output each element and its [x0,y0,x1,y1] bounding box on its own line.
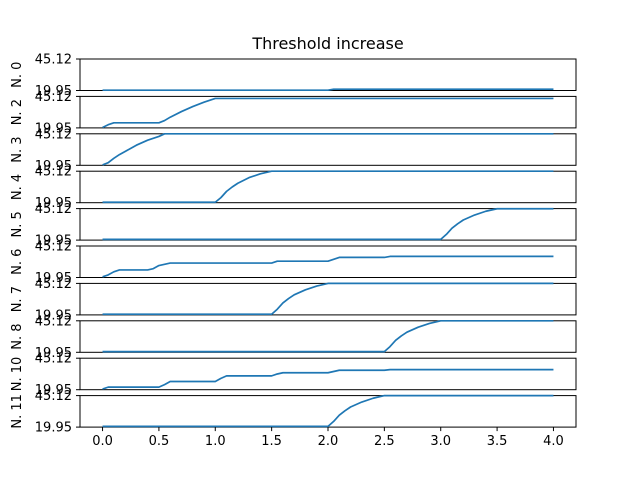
y-tick-label: 45.12 [35,127,72,142]
series-line [102,207,554,241]
x-tick-label: 1.5 [261,434,282,449]
series-line [102,170,554,204]
series-line [102,394,554,428]
chart-title: Threshold increase [251,34,403,53]
x-axis: 0.0 0.5 1.0 1.5 2.0 2.5 3.0 3.5 4.0 [92,427,564,449]
y-tick-label: 45.12 [35,314,72,329]
panel-frame [79,320,577,353]
panel-frame [79,208,577,241]
panel-frame [79,282,577,316]
x-tick-label: 3.0 [430,434,451,449]
panel-frame [79,133,577,166]
panel-4: 19.95 45.12 N. 5 [10,202,577,249]
x-tick-label: 4.0 [543,434,564,449]
series-line [102,88,554,92]
y-tick-label: 19.95 [35,308,72,323]
y-tick-label: 19.95 [35,383,72,398]
y-tick-label: 45.12 [35,352,72,367]
series-label: N. 4 [10,174,25,200]
y-tick-label: 19.95 [35,346,72,361]
y-tick-label: 45.12 [35,90,72,105]
x-tick-label: 3.5 [487,434,508,449]
panel-8: 19.95 45.12 N. 10 [10,352,577,398]
panel-frame [79,58,577,91]
x-tick-label: 0.0 [92,434,113,449]
y-tick-label: 19.95 [35,234,72,249]
y-tick-label: 19.95 [35,196,72,211]
series-label: N. 8 [10,323,25,349]
series-label: N. 2 [10,99,25,125]
panel-6: 19.95 45.12 N. 7 [10,277,577,323]
series-line [102,319,554,353]
series-line [102,132,554,166]
series-line [102,368,554,390]
panel-2: 19.95 45.12 N. 3 [10,127,577,174]
y-tick-label: 45.12 [35,202,72,217]
panel-9: 19.95 45.12 N. 11 [10,389,577,436]
x-tick-label: 1.0 [205,434,226,449]
series-label: N. 6 [10,249,25,275]
series-line [102,282,554,316]
panel-frame [79,395,577,428]
series-label: N. 3 [10,136,25,162]
panel-frame [79,170,577,204]
x-tick-label: 0.5 [149,434,170,449]
panel-7: 19.95 45.12 N. 8 [10,314,577,361]
panel-3: 19.95 45.12 N. 4 [10,165,577,211]
y-tick-label: 19.95 [35,84,72,99]
series-label: N. 5 [10,211,25,237]
x-tick-label: 2.0 [318,434,339,449]
y-tick-label: 45.12 [35,53,72,68]
y-tick-label: 45.12 [35,240,72,255]
series-label: N. 0 [10,62,25,88]
series-line [102,255,554,278]
panel-0: 19.95 45.12 N. 0 [10,53,577,99]
y-tick-label: 19.95 [35,159,72,174]
panel-5: 19.95 45.12 N. 6 [10,240,577,286]
panel-frame [79,357,577,391]
series-label: N. 7 [10,286,25,312]
series-label: N. 10 [10,357,25,392]
panel-1: 19.95 45.12 N. 2 [10,90,577,136]
series-line [102,97,554,129]
series-label: N. 11 [10,394,25,429]
y-tick-label: 19.95 [35,121,72,136]
y-tick-label: 45.12 [35,389,72,404]
x-tick-label: 2.5 [374,434,395,449]
panel-frame [79,95,577,129]
y-tick-label: 19.95 [35,271,72,286]
y-tick-label: 19.95 [35,421,72,436]
y-tick-label: 45.12 [35,277,72,292]
y-tick-label: 45.12 [35,165,72,180]
